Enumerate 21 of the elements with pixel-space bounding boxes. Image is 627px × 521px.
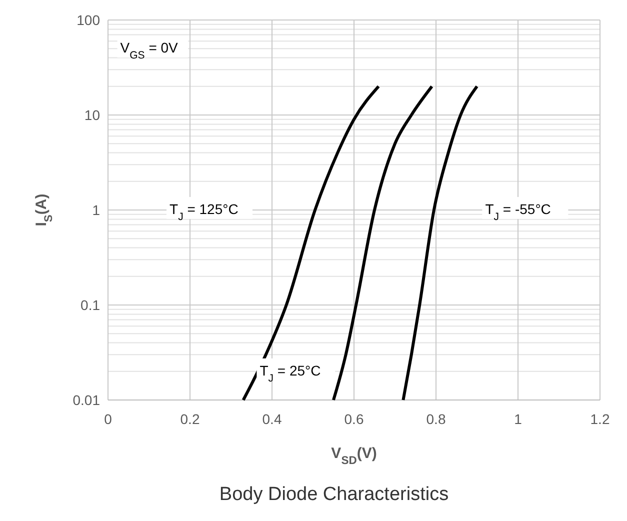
y-tick-label: 0.01	[72, 392, 100, 408]
x-tick-label: 0	[104, 411, 112, 427]
y-tick-label: 10	[84, 106, 100, 123]
annotation: T$_{J}$ = 25°C	[260, 362, 321, 384]
y-tick-label: 0.1	[80, 296, 100, 313]
line-series	[332, 84, 434, 402]
x-tick-label: 0.8	[426, 411, 446, 427]
line-series	[402, 84, 478, 402]
annotation: T$_{J}$ = -55°C	[485, 201, 551, 223]
x-tick-label: 1.2	[590, 411, 610, 427]
text: Body Diode Characteristics	[219, 484, 449, 505]
y-tick-label: 100	[76, 12, 100, 28]
x-tick-label: 1	[514, 411, 522, 427]
annotation: T$_{J}$ = 125°C	[170, 201, 238, 223]
annotation: V$_{GS}$ = 0V	[120, 40, 179, 62]
y-tick-label: 1	[92, 202, 100, 218]
x-tick-label: 0.2	[180, 411, 200, 427]
line-series	[242, 84, 380, 402]
x-tick-label: 0.6	[344, 411, 364, 427]
x-axis-title: V$_{SD}$(V)	[331, 445, 377, 467]
x-tick-label: 0.4	[262, 411, 282, 427]
